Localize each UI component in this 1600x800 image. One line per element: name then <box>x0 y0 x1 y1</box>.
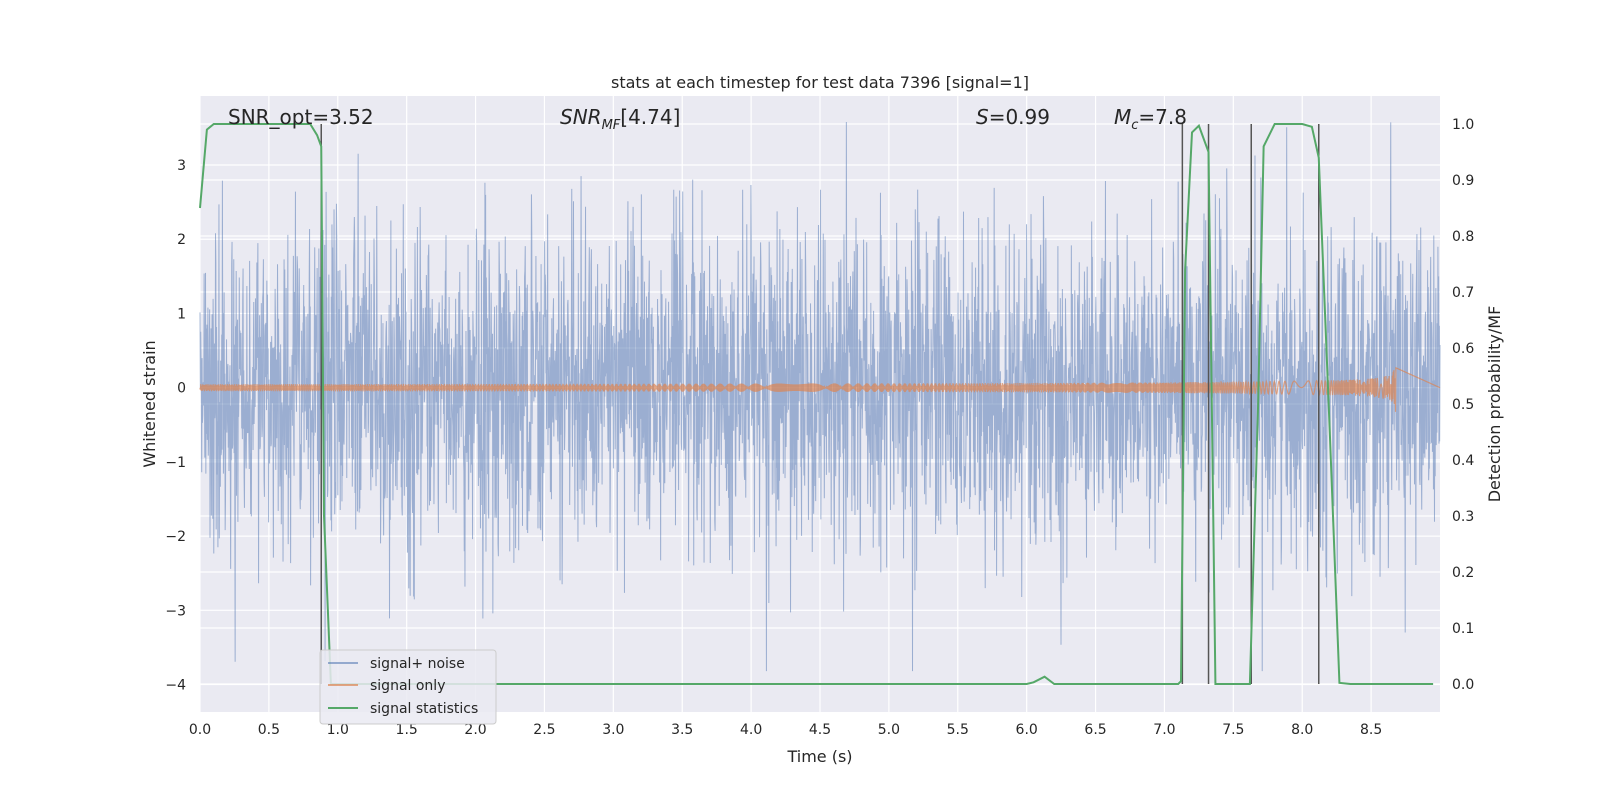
y-tick-label-right: 0.5 <box>1452 397 1474 413</box>
x-tick-label: 0.5 <box>258 722 280 738</box>
annotation-snr-mf: SNRMF[4.74] <box>560 105 680 133</box>
x-tick-label: 8.0 <box>1291 722 1313 738</box>
y-tick-label-right: 0.8 <box>1452 229 1474 245</box>
legend-label-signal: signal only <box>370 678 445 694</box>
x-tick-label: 4.5 <box>809 722 831 738</box>
x-tick-label: 6.0 <box>1016 722 1038 738</box>
series-signal-noise <box>199 121 1441 672</box>
signal-statistics-line <box>199 123 1434 685</box>
legend: signal+ noise signal only signal statist… <box>319 649 497 725</box>
y-tick-label-left: 2 <box>177 232 186 248</box>
y-tick-label-left: −1 <box>165 455 186 471</box>
annotation-mc: Mc=7.8 <box>1114 105 1187 133</box>
y-tick-label-left: −4 <box>165 678 186 694</box>
y-tick-label-right: 0.4 <box>1452 453 1474 469</box>
y-tick-label-right: 0.7 <box>1452 285 1474 301</box>
y-tick-label-right: 1.0 <box>1452 117 1474 133</box>
x-tick-label: 3.5 <box>671 722 693 738</box>
x-tick-label: 3.0 <box>602 722 624 738</box>
chart-title: stats at each timestep for test data 739… <box>611 73 1029 92</box>
y-tick-label-left: −2 <box>165 529 186 545</box>
legend-box <box>319 649 497 725</box>
annotation-mc-value: =7.8 <box>1138 105 1187 129</box>
x-tick-label: 7.5 <box>1222 722 1244 738</box>
x-tick-label: 8.5 <box>1360 722 1382 738</box>
series-signal-only <box>199 366 1441 412</box>
series-signal-statistics <box>199 123 1434 685</box>
annotation-snr-mf-value: [4.74] <box>620 105 680 129</box>
y-tick-label-right: 0.0 <box>1452 677 1474 693</box>
x-tick-label: 7.0 <box>1153 722 1175 738</box>
x-tick-label: 0.0 <box>189 722 211 738</box>
y-axis-label-right: Detection probability/MF <box>1485 306 1504 503</box>
legend-label-stats: signal statistics <box>370 701 478 717</box>
y-tick-label-right: 0.3 <box>1452 509 1474 525</box>
x-tick-label: 2.5 <box>533 722 555 738</box>
x-tick-label: 1.0 <box>327 722 349 738</box>
y-tick-label-left: 1 <box>177 306 186 322</box>
x-tick-label: 1.5 <box>396 722 418 738</box>
x-tick-label: 2.0 <box>464 722 486 738</box>
legend-label-noise: signal+ noise <box>370 656 465 672</box>
annotation-snr-opt: SNR_opt=3.52 <box>228 105 374 129</box>
y-tick-label-left: 3 <box>177 158 186 174</box>
axis-ticks: 0.0 0.5 1.0 1.5 2.0 2.5 3.0 3.5 4.0 4.5 5.0 5.5 6.0 6… <box>165 117 1474 738</box>
y-tick-label-left: −3 <box>165 603 186 619</box>
y-tick-label-right: 0.1 <box>1452 621 1474 637</box>
x-axis-label: Time (s) <box>786 747 852 766</box>
x-tick-label: 4.0 <box>740 722 762 738</box>
y-tick-label-right: 0.9 <box>1452 173 1474 189</box>
signal-noise-line <box>199 121 1441 672</box>
y-tick-label-right: 0.2 <box>1452 565 1474 581</box>
y-axis-label-left: Whitened strain <box>140 340 159 467</box>
x-tick-label: 5.0 <box>878 722 900 738</box>
annotation-s-value: =0.99 <box>989 105 1050 129</box>
y-tick-label-left: 0 <box>177 381 186 397</box>
x-tick-label: 6.5 <box>1084 722 1106 738</box>
annotation-s: S=0.99 <box>976 105 1050 129</box>
signal-only-line <box>199 366 1441 412</box>
y-tick-label-right: 0.6 <box>1452 341 1474 357</box>
x-tick-label: 5.5 <box>947 722 969 738</box>
